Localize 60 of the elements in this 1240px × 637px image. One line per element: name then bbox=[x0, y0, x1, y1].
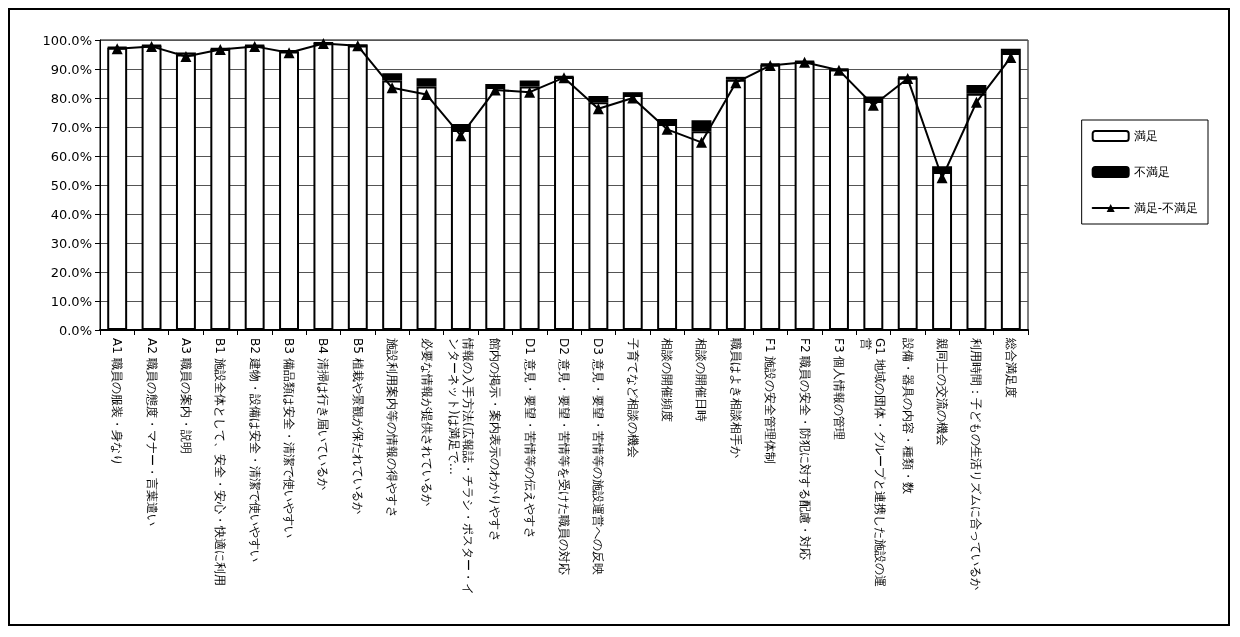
point bbox=[386, 82, 398, 94]
x-tick-label: 総合満足度 bbox=[1003, 337, 1018, 398]
point bbox=[695, 136, 707, 148]
point bbox=[902, 73, 914, 85]
x-tick-label: 必要な情報が提供されているか bbox=[419, 338, 434, 506]
legend-label: 満足-不満足 bbox=[1133, 201, 1199, 215]
y-tick-label: 60.0% bbox=[50, 148, 92, 164]
y-tick-label: 0.0% bbox=[58, 322, 92, 338]
point bbox=[317, 37, 329, 49]
x-tick-label: 情報の入手方法(広報誌・チラシ・ポスター・インターネット)は満足で… bbox=[446, 337, 475, 595]
y-tick-label: 10.0% bbox=[50, 293, 92, 309]
y-tick-label: 70.0% bbox=[50, 119, 92, 135]
point bbox=[764, 60, 776, 72]
x-tick-label: D2 意見・要望・苦情等を受けた職員の対応 bbox=[557, 338, 571, 575]
x-tick-label: F2 職員の安全・防犯に対する配慮・対応 bbox=[797, 338, 812, 561]
point bbox=[111, 43, 123, 55]
x-tick-label: B1 施設全体として、安全・安心・快適に利用 bbox=[213, 338, 228, 586]
x-tick-label: G1 地域の団体・グループと連携した施設の運営 bbox=[859, 338, 888, 587]
x-tick-label: A2 職員の態度・マナー・言葉遣い bbox=[144, 338, 159, 526]
x-tick-label: 施設利用案内等の情報の得やすさ bbox=[385, 338, 400, 518]
y-tick-label: 50.0% bbox=[50, 177, 92, 193]
point bbox=[558, 72, 570, 84]
x-tick-label: 職員はよき相談相手か bbox=[728, 338, 743, 458]
x-tick-label: F1 施設の安全管理体制 bbox=[763, 338, 778, 465]
x-tick-label: 子育てなど相談の機会 bbox=[625, 338, 640, 458]
x-tick-label: B4 清掃は行き届いているか bbox=[316, 338, 331, 490]
legend-label: 不満足 bbox=[1133, 165, 1170, 179]
x-tick-label: B5 植栽や景観が保たれているか bbox=[350, 338, 365, 514]
point bbox=[146, 40, 158, 52]
y-tick-label: 100.0% bbox=[42, 32, 92, 48]
point bbox=[421, 89, 433, 101]
y-tick-label: 80.0% bbox=[50, 90, 92, 106]
x-tick-label: A3 職員の案内・説明 bbox=[178, 338, 193, 454]
x-tick-label: 相談の開催頻度 bbox=[660, 338, 675, 422]
y-tick-label: 20.0% bbox=[50, 264, 92, 280]
point bbox=[833, 64, 845, 76]
point bbox=[799, 56, 811, 68]
point bbox=[592, 103, 604, 115]
x-tick-label: B2 建物・設備は安全・清潔で使いやすい bbox=[247, 338, 262, 562]
x-tick-label: F3 個人情報の管理 bbox=[831, 338, 846, 441]
x-tick-label: B3 備品類は安全・清潔で使いやすい bbox=[282, 338, 297, 538]
point bbox=[970, 96, 982, 108]
point bbox=[627, 92, 639, 104]
legend-label: 満足 bbox=[1133, 129, 1158, 143]
x-tick-label: D3 意見・要望・苦情等の施設運営への反映 bbox=[591, 338, 606, 575]
point bbox=[180, 51, 192, 63]
point bbox=[249, 40, 261, 52]
x-tick-label: 利用時間：子どもの生活リズムに合っているか bbox=[969, 338, 984, 590]
x-tick-label: 設備・器具の内容・種類・数 bbox=[900, 338, 915, 494]
y-tick-label: 90.0% bbox=[50, 61, 92, 77]
x-tick-label: 相談の開催日時 bbox=[694, 338, 709, 422]
x-tick-label: 親同士の交流の機会 bbox=[935, 338, 950, 446]
x-tick-label: D1 意見・要望・苦情等の伝えやすさ bbox=[522, 338, 537, 539]
x-tick-label: 館内の掲示・案内表示のわかりやすさ bbox=[488, 338, 503, 542]
y-tick-label: 30.0% bbox=[50, 235, 92, 251]
point bbox=[283, 47, 295, 59]
point bbox=[214, 44, 226, 56]
point bbox=[352, 40, 364, 52]
y-tick-label: 40.0% bbox=[50, 206, 92, 222]
x-tick-label: A1 職員の服装・身なり bbox=[110, 338, 125, 466]
